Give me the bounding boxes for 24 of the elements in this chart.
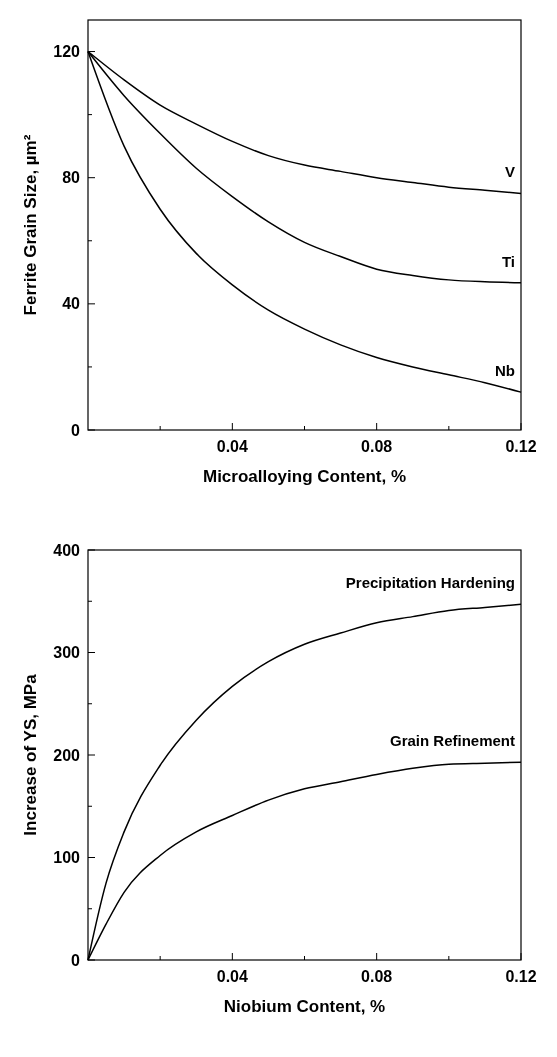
y-tick-label: 300 (53, 644, 81, 662)
x-tick-label: 0.04 (216, 968, 249, 985)
y-tick-label: 200 (53, 746, 81, 764)
series-label: Ti (501, 252, 515, 270)
x-tick-label: 0.08 (361, 968, 393, 985)
x-tick-label: 0.04 (216, 438, 249, 455)
series-label: Precipitation Hardening (345, 574, 515, 592)
y-tick-label: 400 (53, 541, 81, 559)
series-label: V (504, 163, 515, 181)
y-tick-label: 100 (53, 849, 81, 867)
x-axis-title: Niobium Content, % (223, 997, 386, 1016)
x-tick-label: 0.08 (361, 438, 393, 455)
series-label: Nb (495, 362, 515, 380)
y-axis-title: Ferrite Grain Size, µm² (21, 134, 40, 316)
x-tick-label: 0.12 (505, 438, 537, 455)
x-tick-label: 0.12 (505, 968, 537, 985)
y-tick-label: 80 (62, 169, 81, 187)
x-axis-title: Microalloying Content, % (202, 467, 407, 486)
y-tick-label: 40 (62, 295, 81, 313)
y-tick-label: 0 (71, 421, 81, 439)
y-tick-label: 0 (71, 951, 81, 969)
series-label: Grain Refinement (389, 732, 515, 750)
y-tick-label: 120 (53, 43, 81, 61)
y-axis-title: Increase of YS, MPa (21, 673, 40, 836)
